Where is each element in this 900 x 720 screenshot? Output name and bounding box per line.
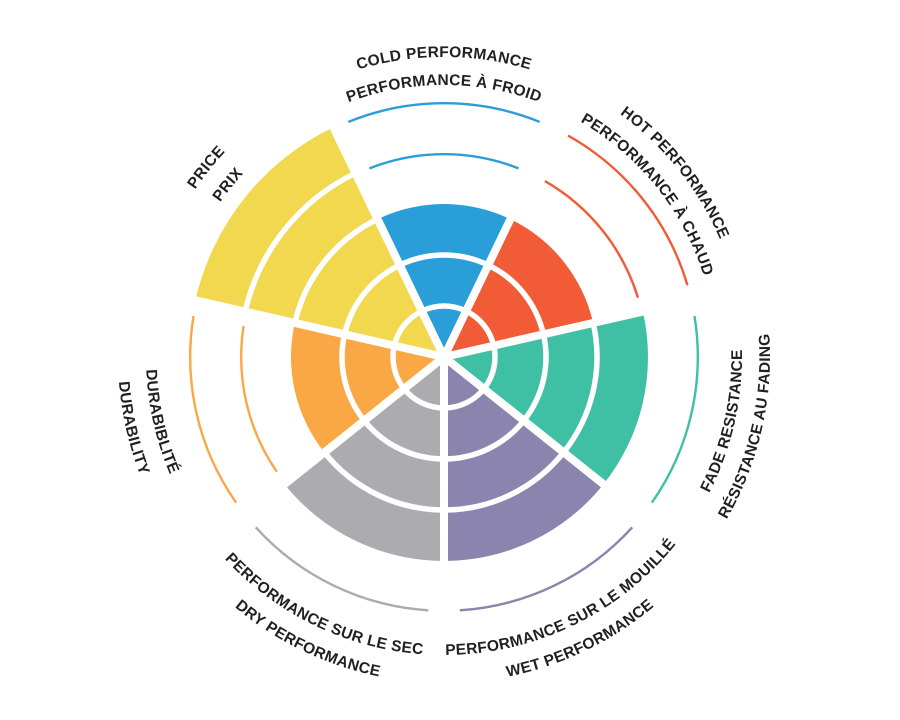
- sector-boundary-spoke: [443, 292, 711, 361]
- sector-wet-performance-remaining-ring-5: [459, 526, 634, 612]
- wheel-hub: [440, 353, 448, 361]
- sector-price-ring-divider-4: [242, 170, 357, 313]
- label-price-inner: PRIX: [210, 164, 247, 204]
- sector-wet-performance-fill: [443, 357, 604, 561]
- sector-dry-performance-remaining-ring-5: [254, 526, 429, 612]
- sector-hot-performance-ring-divider-2: [487, 262, 547, 335]
- sector-cold-performance-remaining-ring-5: [347, 102, 541, 124]
- sector-boundary-spoke: [441, 353, 660, 530]
- sector-durability-remaining-ring-5: [189, 315, 238, 504]
- label-dry-performance-inner: PERFORMANCE SUR LE SEC: [222, 550, 424, 658]
- sector-fade-resistance-remaining-ring-5: [650, 315, 699, 504]
- sector-dry-performance-ring-divider-3: [322, 450, 445, 513]
- sector-cold-performance-fill: [377, 203, 511, 357]
- sector-durability-remaining-ring-4: [240, 326, 278, 473]
- sector-durability-ring-divider-2: [339, 333, 367, 423]
- sector-durability-fill: [290, 322, 444, 453]
- sector-price-ring-divider-3: [292, 216, 379, 324]
- sector-dry-performance-fill: [284, 357, 445, 561]
- sector-boundary-spoke: [322, 110, 448, 359]
- sector-boundary-spoke: [440, 110, 566, 359]
- label-cold-performance-outer: COLD PERFORMANCE: [354, 44, 533, 73]
- sector-boundary-spoke: [228, 353, 447, 530]
- sector-fade-resistance-ring-divider-3: [561, 322, 600, 455]
- label-cold-performance-inner: PERFORMANCE À FROID: [344, 72, 544, 106]
- label-hot-performance-outer: HOT PERFORMANCE: [617, 103, 732, 241]
- sector-hot-performance-remaining-ring-5: [567, 134, 689, 286]
- sector-wet-performance-ring-divider-2: [443, 418, 526, 462]
- sector-wet-performance-ring-divider-3: [443, 450, 566, 513]
- sector-dry-performance-ring-divider-2: [362, 418, 445, 462]
- sector-hot-performance-remaining-ring-4: [544, 180, 640, 299]
- sector-cold-performance-ring-divider-2: [398, 252, 490, 268]
- sector-cold-performance-remaining-ring-4: [368, 153, 520, 170]
- sector-price-ring-divider-2: [341, 262, 401, 335]
- sector-price-fill: [195, 127, 444, 357]
- sector-fade-resistance-ring-divider-2: [521, 333, 549, 423]
- sector-boundary-spoke: [177, 292, 445, 361]
